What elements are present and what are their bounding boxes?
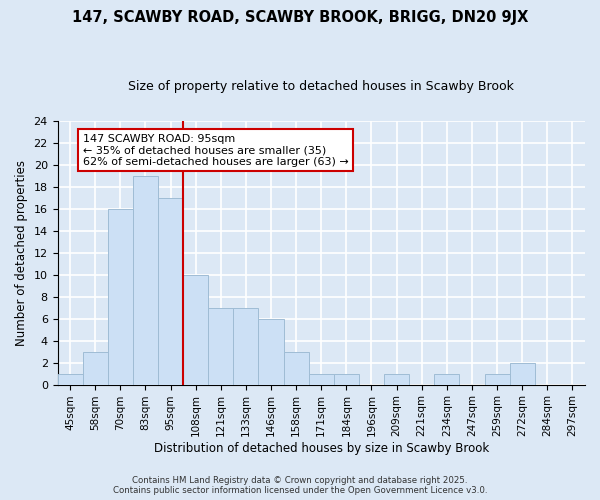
- X-axis label: Distribution of detached houses by size in Scawby Brook: Distribution of detached houses by size …: [154, 442, 489, 455]
- Bar: [434, 374, 460, 384]
- Bar: [384, 374, 409, 384]
- Bar: [509, 362, 535, 384]
- Bar: [334, 374, 359, 384]
- Bar: [158, 198, 183, 384]
- Text: Contains HM Land Registry data © Crown copyright and database right 2025.
Contai: Contains HM Land Registry data © Crown c…: [113, 476, 487, 495]
- Bar: [208, 308, 233, 384]
- Bar: [233, 308, 259, 384]
- Bar: [284, 352, 309, 384]
- Bar: [485, 374, 509, 384]
- Bar: [183, 274, 208, 384]
- Bar: [259, 318, 284, 384]
- Title: Size of property relative to detached houses in Scawby Brook: Size of property relative to detached ho…: [128, 80, 514, 93]
- Y-axis label: Number of detached properties: Number of detached properties: [15, 160, 28, 346]
- Bar: [83, 352, 108, 384]
- Bar: [58, 374, 83, 384]
- Text: 147 SCAWBY ROAD: 95sqm
← 35% of detached houses are smaller (35)
62% of semi-det: 147 SCAWBY ROAD: 95sqm ← 35% of detached…: [83, 134, 349, 167]
- Bar: [309, 374, 334, 384]
- Bar: [108, 208, 133, 384]
- Text: 147, SCAWBY ROAD, SCAWBY BROOK, BRIGG, DN20 9JX: 147, SCAWBY ROAD, SCAWBY BROOK, BRIGG, D…: [72, 10, 528, 25]
- Bar: [133, 176, 158, 384]
